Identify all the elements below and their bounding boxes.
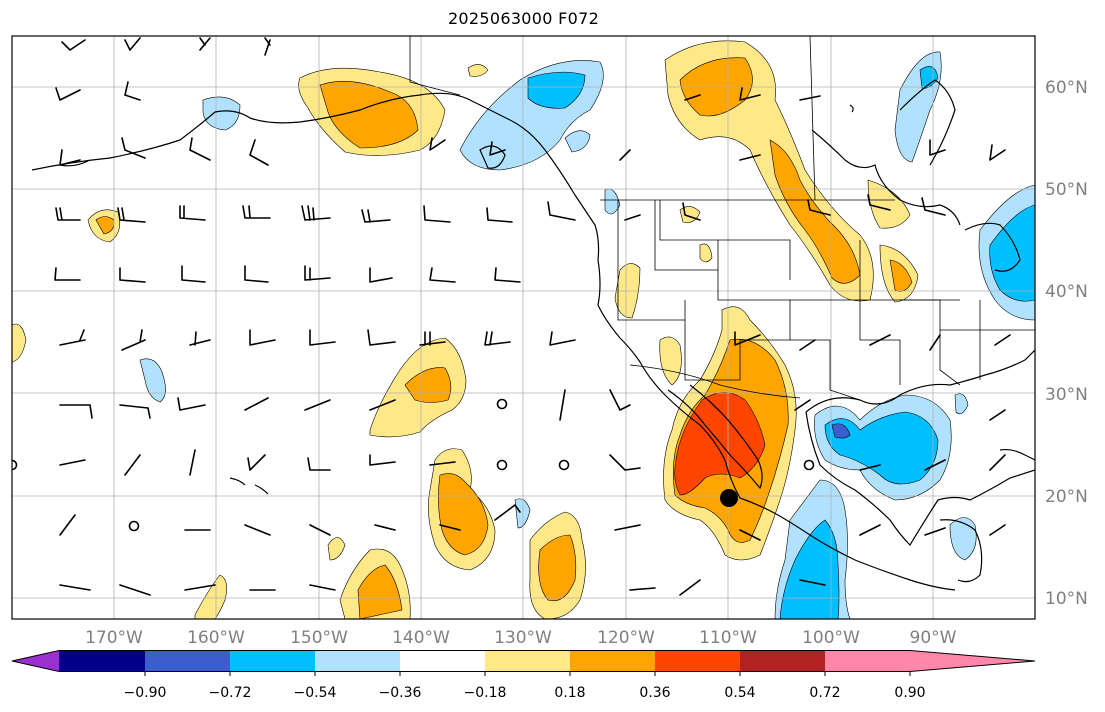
colorbar-swatch [315,650,400,672]
field-negative-light [564,130,591,153]
lat-label: 30°N [1045,385,1088,405]
colorbar-swatch [740,650,825,672]
map-panel [12,36,1035,619]
colorbar-swatch [825,650,910,672]
calm-markers [12,398,815,532]
lon-label: 110°W [699,628,757,648]
lon-label: 160°W [187,628,245,648]
field-negative-mid [527,71,586,109]
lon-label: 120°W [597,628,655,648]
field-positive-light [327,537,346,561]
field-positive-mid [357,564,403,619]
field-positive-mid [319,81,419,149]
lat-label: 60°N [1045,78,1088,98]
longitude-labels: 170°W 160°W 150°W 140°W 130°W 120°W 110°… [85,628,957,648]
field-negative-light [514,498,531,529]
colorbar-swatch [485,650,570,672]
coastlines [31,79,1035,591]
field-positive-light [867,179,911,229]
field-negative-mid [919,66,939,89]
field-positive-mid [404,367,452,403]
field-negative-high [831,423,851,439]
colorbar-tick-label: −0.72 [209,685,252,701]
field-negative-mid [824,411,939,485]
field-positive-mid [538,534,577,602]
lon-label: 170°W [85,628,143,648]
map-title: 2025063000 F072 [447,9,600,28]
latitude-labels: 10°N 20°N 30°N 40°N 50°N 60°N [1045,78,1088,609]
lon-label: 90°W [910,628,957,648]
colorbar-tick-label: 0.36 [639,685,670,701]
field-negative-light [604,188,621,215]
colorbar-ticks [144,671,911,676]
colorbar-tick-label: −0.36 [379,685,422,701]
field-negative-light [949,517,977,561]
field-negative-light [202,96,241,131]
colorbar-tick-label: 0.72 [809,685,840,701]
lat-label: 40°N [1045,282,1088,302]
wind-barbs [54,37,1011,596]
graticule [12,36,1035,619]
field-negative-mid [779,519,840,619]
colorbar-swatch [570,650,655,672]
colorbar-swatch [230,650,315,672]
colorbar-tick-label: −0.90 [124,685,167,701]
colorbar-swatch [400,650,485,672]
field-negative-light [954,393,969,415]
location-marker [720,489,738,507]
colorbar-outline [11,650,1036,672]
lon-label: 140°W [392,628,450,648]
lon-label: 100°W [802,628,860,648]
field-positive-high [674,392,766,496]
colorbar: −0.90 −0.72 −0.54 −0.36 −0.18 0.18 0.36 … [11,650,1036,701]
field-negative-mid [989,204,1035,302]
lat-label: 10°N [1045,589,1088,609]
colorbar-tick-label: −0.18 [464,685,507,701]
lon-label: 130°W [494,628,552,648]
field-positive-light [699,243,713,263]
colorbar-swatch [910,650,1035,672]
field-positive-light [659,336,682,386]
colorbar-swatch [12,650,59,672]
colorbar-tick-label: 0.18 [554,685,585,701]
field-positive-light [467,64,489,77]
lat-label: 20°N [1045,487,1088,507]
lat-label: 50°N [1045,180,1088,200]
field-positive-light [194,574,227,619]
colorbar-tick-label: 0.90 [894,685,925,701]
field-positive-light [12,323,27,363]
lon-label: 150°W [290,628,348,648]
colorbar-swatch [655,650,740,672]
colorbar-swatch [59,650,145,672]
colorbar-tick-label: 0.54 [724,685,755,701]
map-frame [11,35,1036,620]
colorbar-tick-label: −0.54 [294,685,337,701]
shaded-field [12,40,1035,619]
colorbar-swatch [145,650,230,672]
